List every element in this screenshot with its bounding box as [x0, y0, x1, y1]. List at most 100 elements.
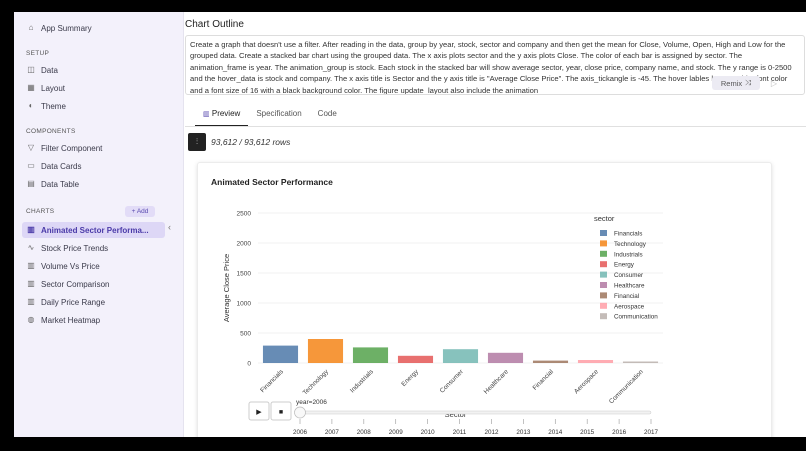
sidebar-item-label: Layout — [41, 83, 66, 93]
legend-swatch — [600, 240, 607, 247]
legend-label: Consumer — [614, 272, 643, 279]
chart-title: Animated Sector Performance — [211, 177, 333, 187]
active-highlight — [22, 222, 165, 238]
tab-specification[interactable]: Specification — [248, 105, 309, 127]
sidebar-item-stock-price-trends[interactable]: ∿ Stock Price Trends — [27, 241, 109, 255]
section-components: COMPONENTS — [26, 128, 76, 135]
legend-swatch — [600, 292, 607, 299]
run-icon[interactable]: ▷ — [770, 78, 778, 88]
legend-swatch — [600, 302, 607, 309]
x-tick-label: Aerospace — [573, 368, 600, 395]
add-chart-button[interactable]: + Add — [125, 206, 155, 217]
bar — [622, 361, 659, 363]
bar — [577, 360, 614, 363]
legend-swatch — [600, 271, 607, 278]
x-tick-label: Technology — [302, 368, 331, 397]
legend-label: Aerospace — [614, 303, 645, 310]
table-icon: ▤ — [27, 179, 35, 188]
slider-year-label: 2017 — [644, 429, 659, 436]
legend-swatch — [600, 230, 607, 236]
chart-icon: ▥ — [27, 261, 35, 270]
slider-handle — [294, 406, 306, 419]
slider-year-label: 2014 — [548, 429, 563, 436]
sidebar-item-label: App Summary — [41, 23, 92, 33]
legend-swatch — [600, 313, 607, 320]
chart-outline-textarea[interactable]: Create a graph that doesn't use a filter… — [185, 35, 805, 95]
slider-year-label: 2013 — [516, 429, 531, 436]
sidebar: ⌂ App Summary SETUP ◫ Data ▦ Layout ◐ Th… — [14, 12, 184, 437]
legend-label: Technology — [614, 241, 647, 248]
sidebar-item-theme[interactable]: ◐ Theme — [27, 99, 66, 113]
y-tick-label: 2500 — [237, 211, 252, 218]
sidebar-item-daily-price-range[interactable]: ▥ Daily Price Range — [27, 295, 105, 309]
app-window: ⌂ App Summary SETUP ◫ Data ▦ Layout ◐ Th… — [14, 12, 806, 437]
tab-preview[interactable]: ▥ Preview — [195, 105, 249, 127]
layout-icon: ▦ — [27, 83, 35, 92]
stop-button — [270, 401, 292, 421]
sidebar-item-label: Animated Sector Performa... — [41, 225, 149, 235]
slider-year-label: 2011 — [453, 429, 467, 436]
page-title: Chart Outline — [185, 19, 244, 30]
legend-label: Energy — [614, 262, 635, 269]
chart-card: Animated Sector Performance 0 500 1000 1500 2… — [197, 162, 772, 437]
sidebar-item-label: Market Heatmap — [41, 315, 101, 325]
y-tick-label: 1500 — [237, 271, 252, 278]
sidebar-item-label: Theme — [41, 101, 66, 111]
x-tick-label: Consumer — [439, 368, 466, 395]
bar — [487, 352, 524, 363]
y-tick-label: 1000 — [237, 301, 252, 308]
slider-current-label: year=2006 — [296, 399, 327, 406]
sidebar-item-animated-sector[interactable]: ▥ Animated Sector Performa... — [27, 223, 149, 237]
slider-track — [299, 410, 652, 415]
palette-icon: ◐ — [28, 101, 34, 110]
sidebar-item-volume-vs-price[interactable]: ▥ Volume Vs Price — [27, 259, 100, 273]
section-setup: SETUP — [26, 50, 50, 57]
sliders-icon[interactable]: ⫶ — [188, 133, 206, 151]
slider-year-label: 2007 — [325, 429, 340, 436]
sidebar-item-label: Sector Comparison — [41, 279, 110, 289]
sidebar-item-filter-component[interactable]: ▽ Filter Component — [27, 141, 102, 155]
slider-year-label: 2009 — [389, 429, 404, 436]
legend-label: Healthcare — [614, 283, 645, 290]
bar-chart-icon: ▥ — [203, 111, 210, 118]
tab-label: Preview — [211, 109, 241, 118]
slider-year-label: 2016 — [612, 429, 627, 436]
sidebar-item-data-table[interactable]: ▤ Data Table — [27, 177, 79, 191]
tab-label: Code — [317, 109, 337, 118]
card-icon: ▭ — [27, 161, 35, 170]
tab-code[interactable]: Code — [310, 105, 345, 127]
bar — [307, 339, 344, 363]
sidebar-item-label: Volume Vs Price — [41, 261, 100, 271]
sidebar-item-label: Data Cards — [41, 161, 82, 171]
sidebar-item-label: Daily Price Range — [41, 297, 106, 307]
y-tick-label: 500 — [240, 331, 251, 338]
stop-icon: ■ — [279, 409, 283, 416]
slider-year-label: 2015 — [580, 429, 595, 436]
legend-swatch — [600, 282, 607, 288]
sidebar-item-layout[interactable]: ▦ Layout — [27, 81, 65, 95]
play-button — [248, 401, 270, 421]
sidebar-item-label: Stock Price Trends — [41, 243, 109, 253]
remix-label: Remix — [720, 78, 743, 88]
tab-bar: ▥ Preview Specification Code — [195, 105, 345, 127]
collapse-sidebar-icon[interactable]: ‹ — [168, 222, 171, 232]
sidebar-item-sector-comparison[interactable]: ▥ Sector Comparison — [27, 277, 109, 291]
slider-year-label: 2008 — [357, 429, 372, 436]
slider-year-label: 2012 — [484, 429, 499, 436]
sidebar-item-market-heatmap[interactable]: ◍ Market Heatmap — [27, 313, 101, 327]
remix-button[interactable]: Remix ⤨ — [712, 76, 760, 90]
legend-label: Industrials — [614, 251, 643, 258]
sidebar-item-data[interactable]: ◫ Data — [27, 63, 58, 77]
sidebar-item-app-summary[interactable]: ⌂ App Summary — [27, 21, 92, 35]
sidebar-item-data-cards[interactable]: ▭ Data Cards — [27, 159, 81, 173]
legend-label: Financials — [614, 231, 642, 238]
tab-label: Specification — [256, 109, 302, 118]
section-charts: CHARTS — [26, 208, 55, 215]
y-tick-label: 0 — [247, 361, 251, 368]
globe-icon: ◍ — [27, 315, 35, 324]
sidebar-item-label: Data — [41, 65, 58, 75]
chart-icon: ▥ — [27, 279, 35, 288]
x-tick-label: Industrials — [349, 368, 375, 394]
legend-swatch — [600, 261, 607, 268]
app-summary-icon: ⌂ — [28, 23, 34, 32]
